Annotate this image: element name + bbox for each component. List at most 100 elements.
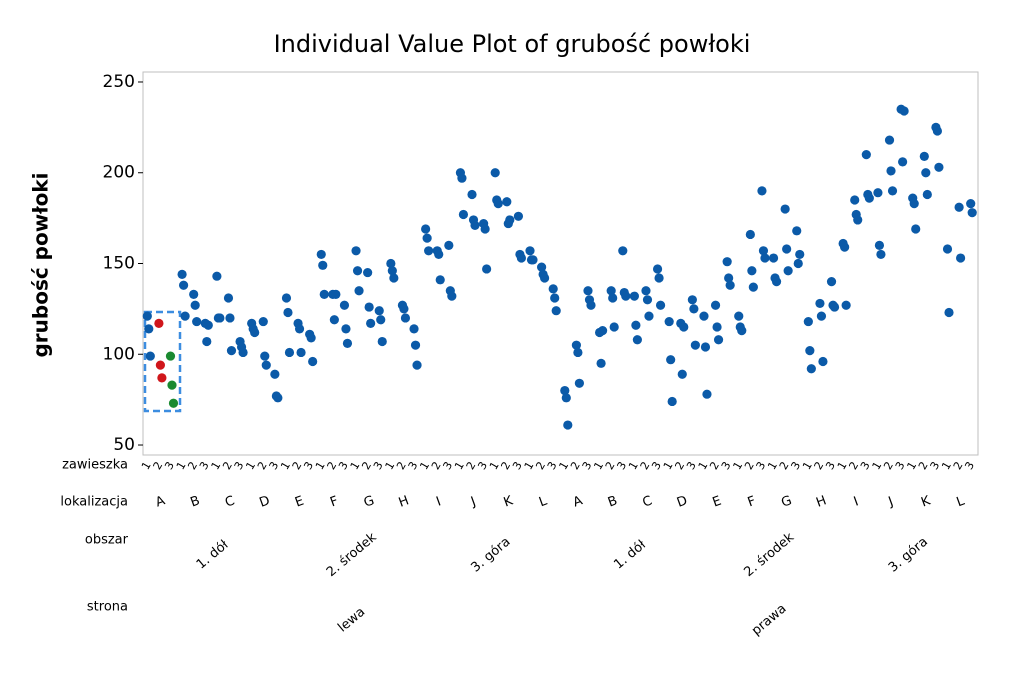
data-point xyxy=(551,306,561,316)
data-point xyxy=(434,249,444,260)
data-point xyxy=(351,246,361,256)
data-point xyxy=(608,293,618,303)
data-point xyxy=(702,389,712,399)
data-point xyxy=(281,293,292,303)
data-point xyxy=(215,313,225,323)
data-point xyxy=(470,220,480,230)
data-point xyxy=(270,369,280,379)
data-point xyxy=(540,273,550,283)
data-point xyxy=(550,293,560,303)
data-point xyxy=(377,336,387,347)
data-point xyxy=(621,291,631,301)
lokalizacja-label: D xyxy=(675,493,690,511)
data-point xyxy=(760,253,770,263)
data-point xyxy=(631,320,641,330)
data-point xyxy=(154,318,164,329)
data-point xyxy=(444,240,454,250)
data-point xyxy=(956,253,966,263)
data-point xyxy=(583,286,593,296)
data-point xyxy=(840,242,850,252)
data-point xyxy=(306,333,316,343)
data-point xyxy=(710,300,721,310)
data-point xyxy=(490,168,500,178)
data-point xyxy=(841,300,851,310)
y-tick-label: 250 xyxy=(103,72,135,92)
data-point xyxy=(898,157,908,167)
data-point xyxy=(734,311,744,321)
data-point xyxy=(296,347,306,358)
data-point xyxy=(606,286,616,296)
data-point xyxy=(853,215,863,225)
data-point xyxy=(387,266,397,276)
data-point xyxy=(887,186,898,196)
data-point xyxy=(782,244,792,254)
data-point xyxy=(874,240,885,250)
data-point xyxy=(467,189,477,200)
data-point xyxy=(864,193,874,203)
data-point xyxy=(177,269,187,279)
y-tick-label: 150 xyxy=(103,254,135,274)
data-point xyxy=(354,286,364,296)
data-point xyxy=(155,360,165,370)
data-point xyxy=(399,304,409,314)
data-point xyxy=(748,282,758,292)
data-point xyxy=(319,289,329,299)
data-point xyxy=(641,286,651,296)
data-point xyxy=(642,295,653,305)
data-point xyxy=(516,253,527,263)
data-point xyxy=(386,258,396,269)
lokalizacja-label: D xyxy=(257,493,272,511)
data-point xyxy=(596,358,606,368)
data-point xyxy=(190,300,200,310)
data-point xyxy=(212,271,222,281)
data-point xyxy=(816,311,827,321)
data-point xyxy=(667,396,677,407)
data-point xyxy=(818,356,828,367)
data-point xyxy=(793,258,803,269)
y-tick-label: 200 xyxy=(103,163,135,183)
lokalizacja-label: G xyxy=(779,493,794,511)
data-point xyxy=(458,209,469,220)
data-point xyxy=(861,149,871,160)
data-point xyxy=(690,340,700,350)
data-point xyxy=(632,335,642,345)
data-point xyxy=(157,373,167,383)
data-point xyxy=(561,393,571,403)
data-point xyxy=(757,186,767,196)
y-axis-label: grubość powłoki xyxy=(29,172,53,357)
data-point xyxy=(911,224,921,234)
data-point xyxy=(261,360,271,370)
data-point xyxy=(180,311,190,321)
data-point xyxy=(783,266,793,276)
factor-name: strona xyxy=(87,600,128,615)
y-tick-label: 50 xyxy=(113,435,135,455)
data-point xyxy=(954,202,964,212)
data-point xyxy=(745,229,755,240)
data-point xyxy=(737,326,747,336)
data-point xyxy=(876,249,886,260)
data-point xyxy=(258,316,268,327)
data-point xyxy=(573,347,583,358)
data-point xyxy=(932,126,943,136)
lokalizacja-label: I xyxy=(434,494,443,509)
data-point xyxy=(168,398,179,408)
data-point xyxy=(409,324,419,334)
data-point xyxy=(792,226,802,236)
data-point xyxy=(505,215,515,225)
data-point xyxy=(586,300,596,310)
data-point xyxy=(571,340,581,350)
data-point xyxy=(142,311,152,321)
data-point xyxy=(260,351,270,361)
y-tick-label: 100 xyxy=(103,344,135,364)
data-point xyxy=(189,289,199,299)
data-point xyxy=(482,264,492,274)
data-point xyxy=(422,233,432,243)
data-point xyxy=(806,364,816,374)
data-point xyxy=(203,320,213,330)
data-point xyxy=(342,338,353,348)
data-point xyxy=(909,198,919,209)
data-point xyxy=(412,360,422,370)
data-point xyxy=(884,135,895,145)
data-point xyxy=(805,346,815,356)
